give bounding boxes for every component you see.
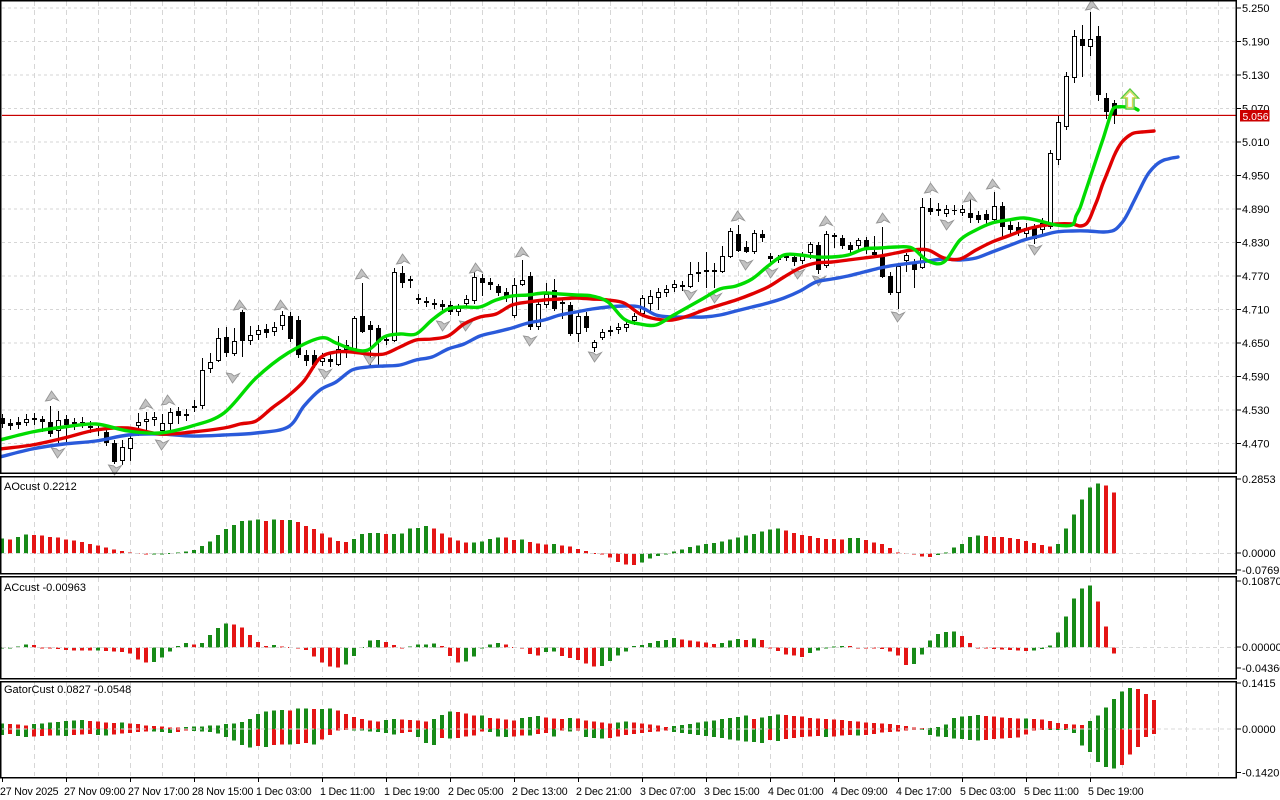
svg-text:4.950: 4.950 [1242, 171, 1270, 183]
svg-text:4 Dec 17:00: 4 Dec 17:00 [896, 786, 952, 798]
svg-text:5.130: 5.130 [1242, 70, 1270, 82]
svg-text:5.250: 5.250 [1242, 3, 1270, 15]
svg-text:2 Dec 13:00: 2 Dec 13:00 [512, 786, 568, 798]
svg-text:0.00000: 0.00000 [1242, 642, 1280, 654]
svg-text:4.830: 4.830 [1242, 238, 1270, 250]
svg-text:1 Dec 19:00: 1 Dec 19:00 [384, 786, 440, 798]
svg-text:4.650: 4.650 [1242, 338, 1270, 350]
svg-text:2 Dec 21:00: 2 Dec 21:00 [576, 786, 632, 798]
svg-text:5 Dec 03:00: 5 Dec 03:00 [960, 786, 1016, 798]
svg-text:27 Nov 2025: 27 Nov 2025 [0, 786, 59, 798]
svg-text:28 Nov 15:00: 28 Nov 15:00 [192, 786, 253, 798]
svg-text:-0.0769: -0.0769 [1242, 565, 1279, 577]
svg-text:4 Dec 09:00: 4 Dec 09:00 [832, 786, 888, 798]
svg-text:5.010: 5.010 [1242, 137, 1270, 149]
svg-text:AOcust 0.2212: AOcust 0.2212 [4, 481, 77, 493]
svg-text:27 Nov 09:00: 27 Nov 09:00 [64, 786, 125, 798]
svg-text:27 Nov 17:00: 27 Nov 17:00 [128, 786, 189, 798]
svg-text:2 Dec 05:00: 2 Dec 05:00 [448, 786, 504, 798]
svg-text:GatorCust 0.0827 -0.0548: GatorCust 0.0827 -0.0548 [4, 684, 131, 696]
svg-text:1 Dec 11:00: 1 Dec 11:00 [320, 786, 375, 798]
svg-text:1 Dec 03:00: 1 Dec 03:00 [256, 786, 312, 798]
svg-text:4.530: 4.530 [1242, 405, 1270, 417]
svg-text:0.0000: 0.0000 [1242, 548, 1276, 560]
svg-text:5 Dec 19:00: 5 Dec 19:00 [1088, 786, 1144, 798]
svg-text:3 Dec 15:00: 3 Dec 15:00 [704, 786, 760, 798]
svg-text:0.1415: 0.1415 [1242, 678, 1276, 690]
svg-text:-0.1420: -0.1420 [1242, 768, 1279, 780]
svg-text:4.590: 4.590 [1242, 372, 1270, 384]
svg-text:4.890: 4.890 [1242, 204, 1270, 216]
svg-text:0.10870: 0.10870 [1242, 576, 1280, 588]
svg-text:4 Dec 01:00: 4 Dec 01:00 [768, 786, 824, 798]
svg-text:4.710: 4.710 [1242, 305, 1270, 317]
svg-text:ACcust -0.00963: ACcust -0.00963 [4, 582, 86, 594]
svg-text:0.0000: 0.0000 [1242, 724, 1276, 736]
svg-text:5.056: 5.056 [1243, 112, 1269, 123]
svg-text:5 Dec 11:00: 5 Dec 11:00 [1024, 786, 1079, 798]
svg-text:4.470: 4.470 [1242, 439, 1270, 451]
svg-text:4.770: 4.770 [1242, 271, 1270, 283]
svg-text:5.190: 5.190 [1242, 37, 1270, 49]
svg-text:3 Dec 07:00: 3 Dec 07:00 [640, 786, 696, 798]
svg-text:0.2853: 0.2853 [1242, 474, 1276, 486]
